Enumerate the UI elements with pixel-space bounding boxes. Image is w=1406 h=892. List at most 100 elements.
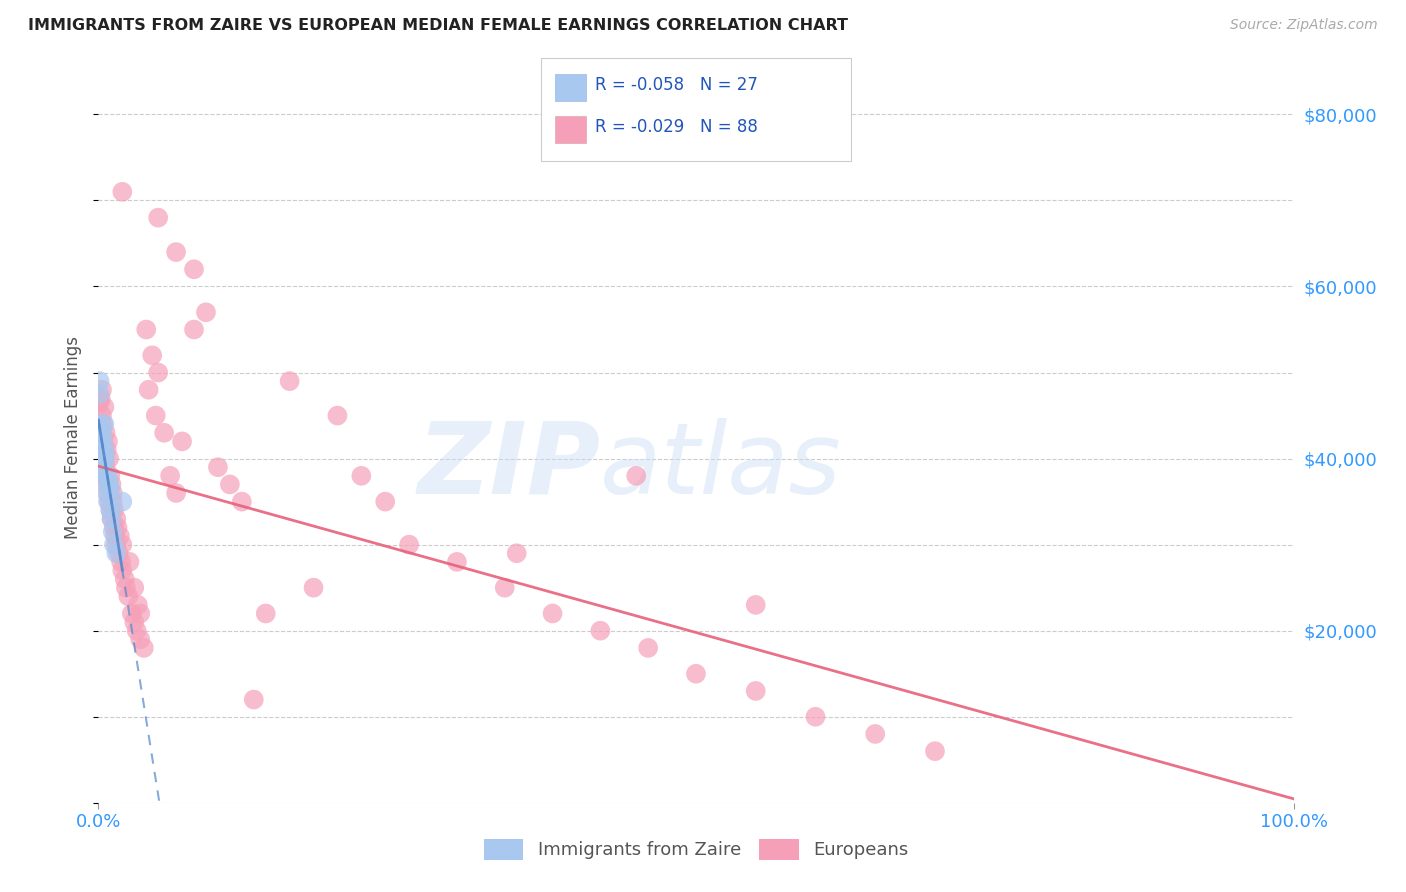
Point bbox=[103, 503, 125, 517]
Point bbox=[145, 409, 167, 423]
Point bbox=[107, 546, 129, 560]
Point bbox=[101, 494, 124, 508]
Point bbox=[506, 546, 529, 560]
Point bbox=[94, 473, 117, 487]
Point bbox=[90, 434, 112, 449]
Point bbox=[924, 744, 946, 758]
Point bbox=[132, 640, 155, 655]
Point bbox=[91, 451, 114, 466]
Point bbox=[91, 456, 114, 470]
Point bbox=[101, 524, 124, 539]
Point bbox=[124, 615, 146, 629]
Point bbox=[91, 383, 114, 397]
Point bbox=[93, 468, 115, 483]
Legend: Immigrants from Zaire, Europeans: Immigrants from Zaire, Europeans bbox=[477, 831, 915, 867]
Point bbox=[494, 581, 516, 595]
Text: IMMIGRANTS FROM ZAIRE VS EUROPEAN MEDIAN FEMALE EARNINGS CORRELATION CHART: IMMIGRANTS FROM ZAIRE VS EUROPEAN MEDIAN… bbox=[28, 18, 848, 33]
Point bbox=[101, 486, 124, 500]
Point bbox=[90, 392, 112, 406]
Point bbox=[93, 465, 115, 479]
Point bbox=[91, 434, 114, 449]
Point bbox=[153, 425, 176, 440]
Point bbox=[745, 598, 768, 612]
Point bbox=[98, 503, 122, 517]
Point bbox=[91, 447, 114, 461]
Point bbox=[96, 486, 118, 500]
Point bbox=[326, 409, 349, 423]
Text: atlas: atlas bbox=[600, 417, 842, 515]
Point bbox=[804, 710, 827, 724]
Point bbox=[117, 589, 139, 603]
Point bbox=[98, 503, 122, 517]
Point bbox=[90, 417, 112, 432]
Point bbox=[183, 262, 205, 277]
Point bbox=[148, 366, 170, 380]
Point bbox=[97, 468, 120, 483]
Point bbox=[207, 460, 229, 475]
Point bbox=[89, 374, 111, 388]
Point bbox=[98, 468, 122, 483]
Point bbox=[96, 477, 118, 491]
Point bbox=[195, 305, 218, 319]
Point bbox=[865, 727, 887, 741]
Point bbox=[97, 434, 120, 449]
Point bbox=[125, 624, 148, 638]
Point bbox=[129, 607, 152, 621]
Point bbox=[94, 451, 117, 466]
Point bbox=[100, 512, 122, 526]
Point bbox=[94, 425, 117, 440]
Point bbox=[103, 538, 125, 552]
Point bbox=[141, 348, 163, 362]
Point bbox=[398, 538, 420, 552]
Point bbox=[254, 607, 277, 621]
Point bbox=[626, 468, 648, 483]
Point bbox=[219, 477, 242, 491]
Text: ZIP: ZIP bbox=[418, 417, 600, 515]
Point bbox=[98, 477, 121, 491]
Point bbox=[97, 486, 120, 500]
Point bbox=[93, 442, 115, 457]
Text: R = -0.058   N = 27: R = -0.058 N = 27 bbox=[595, 76, 758, 94]
Point bbox=[111, 538, 134, 552]
Point bbox=[98, 482, 122, 496]
Point bbox=[105, 512, 128, 526]
Point bbox=[89, 425, 111, 440]
Point bbox=[172, 434, 194, 449]
Point bbox=[124, 581, 146, 595]
Point bbox=[685, 666, 707, 681]
Point bbox=[100, 477, 122, 491]
Point bbox=[91, 409, 114, 423]
Point bbox=[89, 395, 111, 409]
Point bbox=[135, 322, 157, 336]
Point bbox=[108, 529, 131, 543]
Point bbox=[110, 555, 132, 569]
Point bbox=[183, 322, 205, 336]
Point bbox=[118, 555, 141, 569]
Text: R = -0.029   N = 88: R = -0.029 N = 88 bbox=[595, 118, 758, 136]
Point bbox=[350, 468, 373, 483]
Point bbox=[165, 486, 187, 500]
Point bbox=[94, 460, 117, 475]
Point bbox=[107, 520, 129, 534]
Point bbox=[98, 494, 121, 508]
Point bbox=[93, 400, 115, 414]
Point bbox=[91, 425, 114, 440]
Point bbox=[91, 434, 114, 449]
Point bbox=[165, 245, 187, 260]
Point bbox=[90, 442, 112, 457]
Point bbox=[90, 425, 112, 440]
Point bbox=[374, 494, 396, 508]
Point bbox=[278, 374, 301, 388]
Point bbox=[105, 538, 128, 552]
Point bbox=[637, 640, 659, 655]
Point bbox=[93, 417, 115, 432]
Point bbox=[148, 211, 170, 225]
Point bbox=[115, 581, 138, 595]
Point bbox=[89, 417, 111, 432]
Point bbox=[97, 494, 120, 508]
Point bbox=[138, 383, 160, 397]
Point bbox=[111, 185, 134, 199]
Point bbox=[446, 555, 468, 569]
Point bbox=[159, 468, 181, 483]
Y-axis label: Median Female Earnings: Median Female Earnings bbox=[65, 335, 83, 539]
